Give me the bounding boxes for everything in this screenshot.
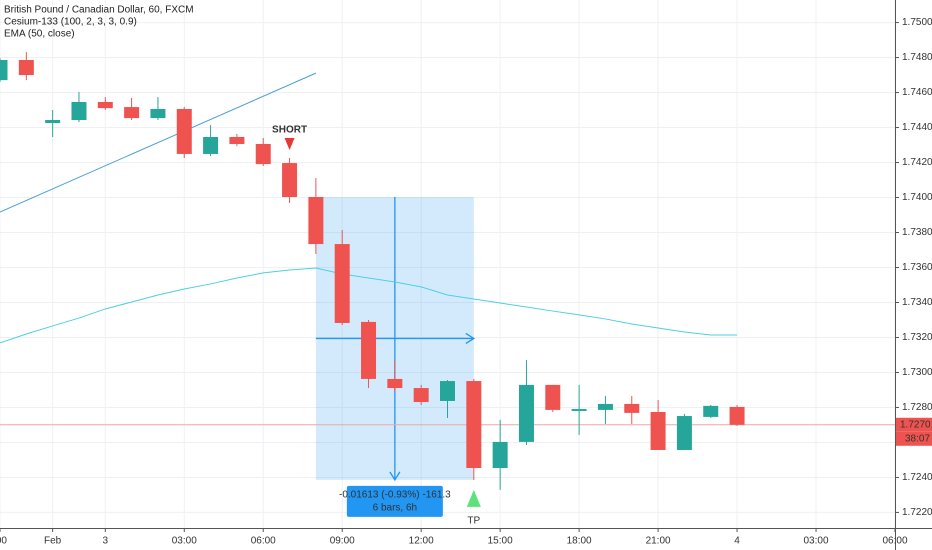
x-tick-label: 4 (734, 536, 740, 547)
candle-body (71, 101, 87, 121)
y-tick-label: 1.72400 (902, 472, 932, 483)
arrow-head (465, 332, 476, 344)
candle-body (703, 405, 719, 417)
candle-body (729, 406, 745, 425)
y-tick-label: 1.73600 (902, 262, 932, 273)
x-tick-label: 06:00 (251, 536, 276, 547)
measure-label-box (346, 485, 443, 517)
candle-body (255, 143, 271, 165)
x-tick-label: 21:00 (646, 536, 671, 547)
candle-body (150, 108, 166, 119)
arrow-head (389, 471, 401, 482)
candle-body (545, 384, 561, 410)
indicator-label: Cesium-133 (100, 2, 3, 3, 0.9) (4, 17, 137, 28)
candle-body (361, 321, 377, 379)
candle-body (282, 163, 298, 197)
candle-body (624, 403, 640, 413)
countdown-label: 38:07 (905, 433, 930, 444)
candle-body (308, 196, 324, 245)
x-tick-label: 18:00 (567, 536, 592, 547)
candle-body (229, 136, 245, 144)
candle-body (176, 108, 192, 154)
candle-body (440, 381, 455, 401)
y-tick-label: 1.74400 (902, 122, 932, 133)
signal-arrow (466, 489, 481, 507)
candle-body (18, 60, 34, 76)
signal-arrow (284, 137, 295, 150)
x-tick-label: 06:00 (882, 536, 907, 547)
y-tick-label: 1.73400 (902, 297, 932, 308)
grid (0, 0, 896, 528)
measure-label: -0.01613 (-0.93%) -161.3 (339, 490, 451, 501)
x-tick-label: 15:00 (488, 536, 513, 547)
x-tick-label: 09:00 (330, 536, 355, 547)
candle-body (387, 378, 403, 389)
y-tick-label: 1.74200 (902, 157, 932, 168)
candle-body (203, 136, 219, 154)
y-tick-label: 1.74000 (902, 192, 932, 203)
candle-body (45, 120, 61, 123)
indicator-label: EMA (50, close) (4, 29, 75, 40)
candle-body (97, 101, 113, 109)
candle-body (0, 60, 8, 81)
x-tick-label: Feb (44, 536, 62, 547)
candle-body (334, 244, 350, 323)
candle-body (124, 107, 140, 119)
x-tick-label: 3 (103, 536, 109, 547)
signal-label: SHORT (272, 125, 307, 136)
y-tick-label: 1.74600 (902, 87, 932, 98)
candle-body (466, 381, 482, 468)
x-tick-label: 12:00 (409, 536, 434, 547)
x-tick-label: :00 (0, 536, 7, 547)
last-price-box (896, 417, 932, 432)
plot: -0.01613 (-0.93%) -161.3 6 bars, 6h SHORT T… (0, 52, 895, 527)
y-tick-label: 1.72200 (902, 507, 932, 518)
candle-body (413, 388, 429, 403)
candle-body (650, 412, 666, 450)
y-tick-label: 1.73000 (902, 367, 932, 378)
ema-line (0, 267, 738, 344)
candle-body (597, 403, 613, 410)
countdown-box (896, 431, 932, 446)
chart-title: British Pound / Canadian Dollar, 60, FXC… (4, 5, 194, 16)
candle-body (571, 409, 587, 411)
x-tick-label: 03:00 (172, 536, 197, 547)
y-tick-label: 1.74800 (902, 52, 932, 63)
candle-body (518, 384, 534, 442)
signal-label: TP (467, 516, 480, 527)
trend-line (0, 72, 317, 213)
y-tick-label: 1.73800 (902, 227, 932, 238)
last-price-label: 1.72701 (900, 419, 932, 430)
candle-body (676, 416, 692, 450)
x-tick-label: 03:00 (804, 536, 829, 547)
measure-sublabel: 6 bars, 6h (373, 503, 417, 514)
y-tick-label: 1.72800 (902, 402, 932, 413)
candle-body (492, 441, 508, 468)
y-tick-label: 1.73200 (902, 332, 932, 343)
